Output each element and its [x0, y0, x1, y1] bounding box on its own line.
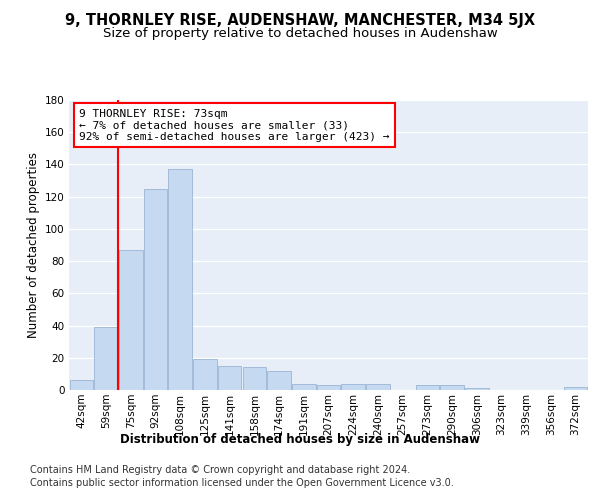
Text: Distribution of detached houses by size in Audenshaw: Distribution of detached houses by size … [120, 432, 480, 446]
Text: 9, THORNLEY RISE, AUDENSHAW, MANCHESTER, M34 5JX: 9, THORNLEY RISE, AUDENSHAW, MANCHESTER,… [65, 12, 535, 28]
Bar [242, 368, 266, 390]
Bar [119, 250, 143, 390]
Y-axis label: Number of detached properties: Number of detached properties [26, 152, 40, 338]
Text: 9 THORNLEY RISE: 73sqm
← 7% of detached houses are smaller (33)
92% of semi-deta: 9 THORNLEY RISE: 73sqm ← 7% of detached … [79, 108, 390, 142]
Bar [169, 170, 192, 390]
Bar [70, 380, 93, 390]
Text: Contains public sector information licensed under the Open Government Licence v3: Contains public sector information licen… [30, 478, 454, 488]
Bar [440, 385, 464, 390]
Bar [416, 385, 439, 390]
Text: Contains HM Land Registry data © Crown copyright and database right 2024.: Contains HM Land Registry data © Crown c… [30, 465, 410, 475]
Bar [94, 327, 118, 390]
Bar [193, 360, 217, 390]
Bar [341, 384, 365, 390]
Bar [366, 384, 389, 390]
Bar [465, 388, 488, 390]
Bar [564, 387, 587, 390]
Bar [292, 384, 316, 390]
Bar [317, 385, 340, 390]
Bar [144, 188, 167, 390]
Bar [218, 366, 241, 390]
Bar [268, 370, 291, 390]
Text: Size of property relative to detached houses in Audenshaw: Size of property relative to detached ho… [103, 28, 497, 40]
